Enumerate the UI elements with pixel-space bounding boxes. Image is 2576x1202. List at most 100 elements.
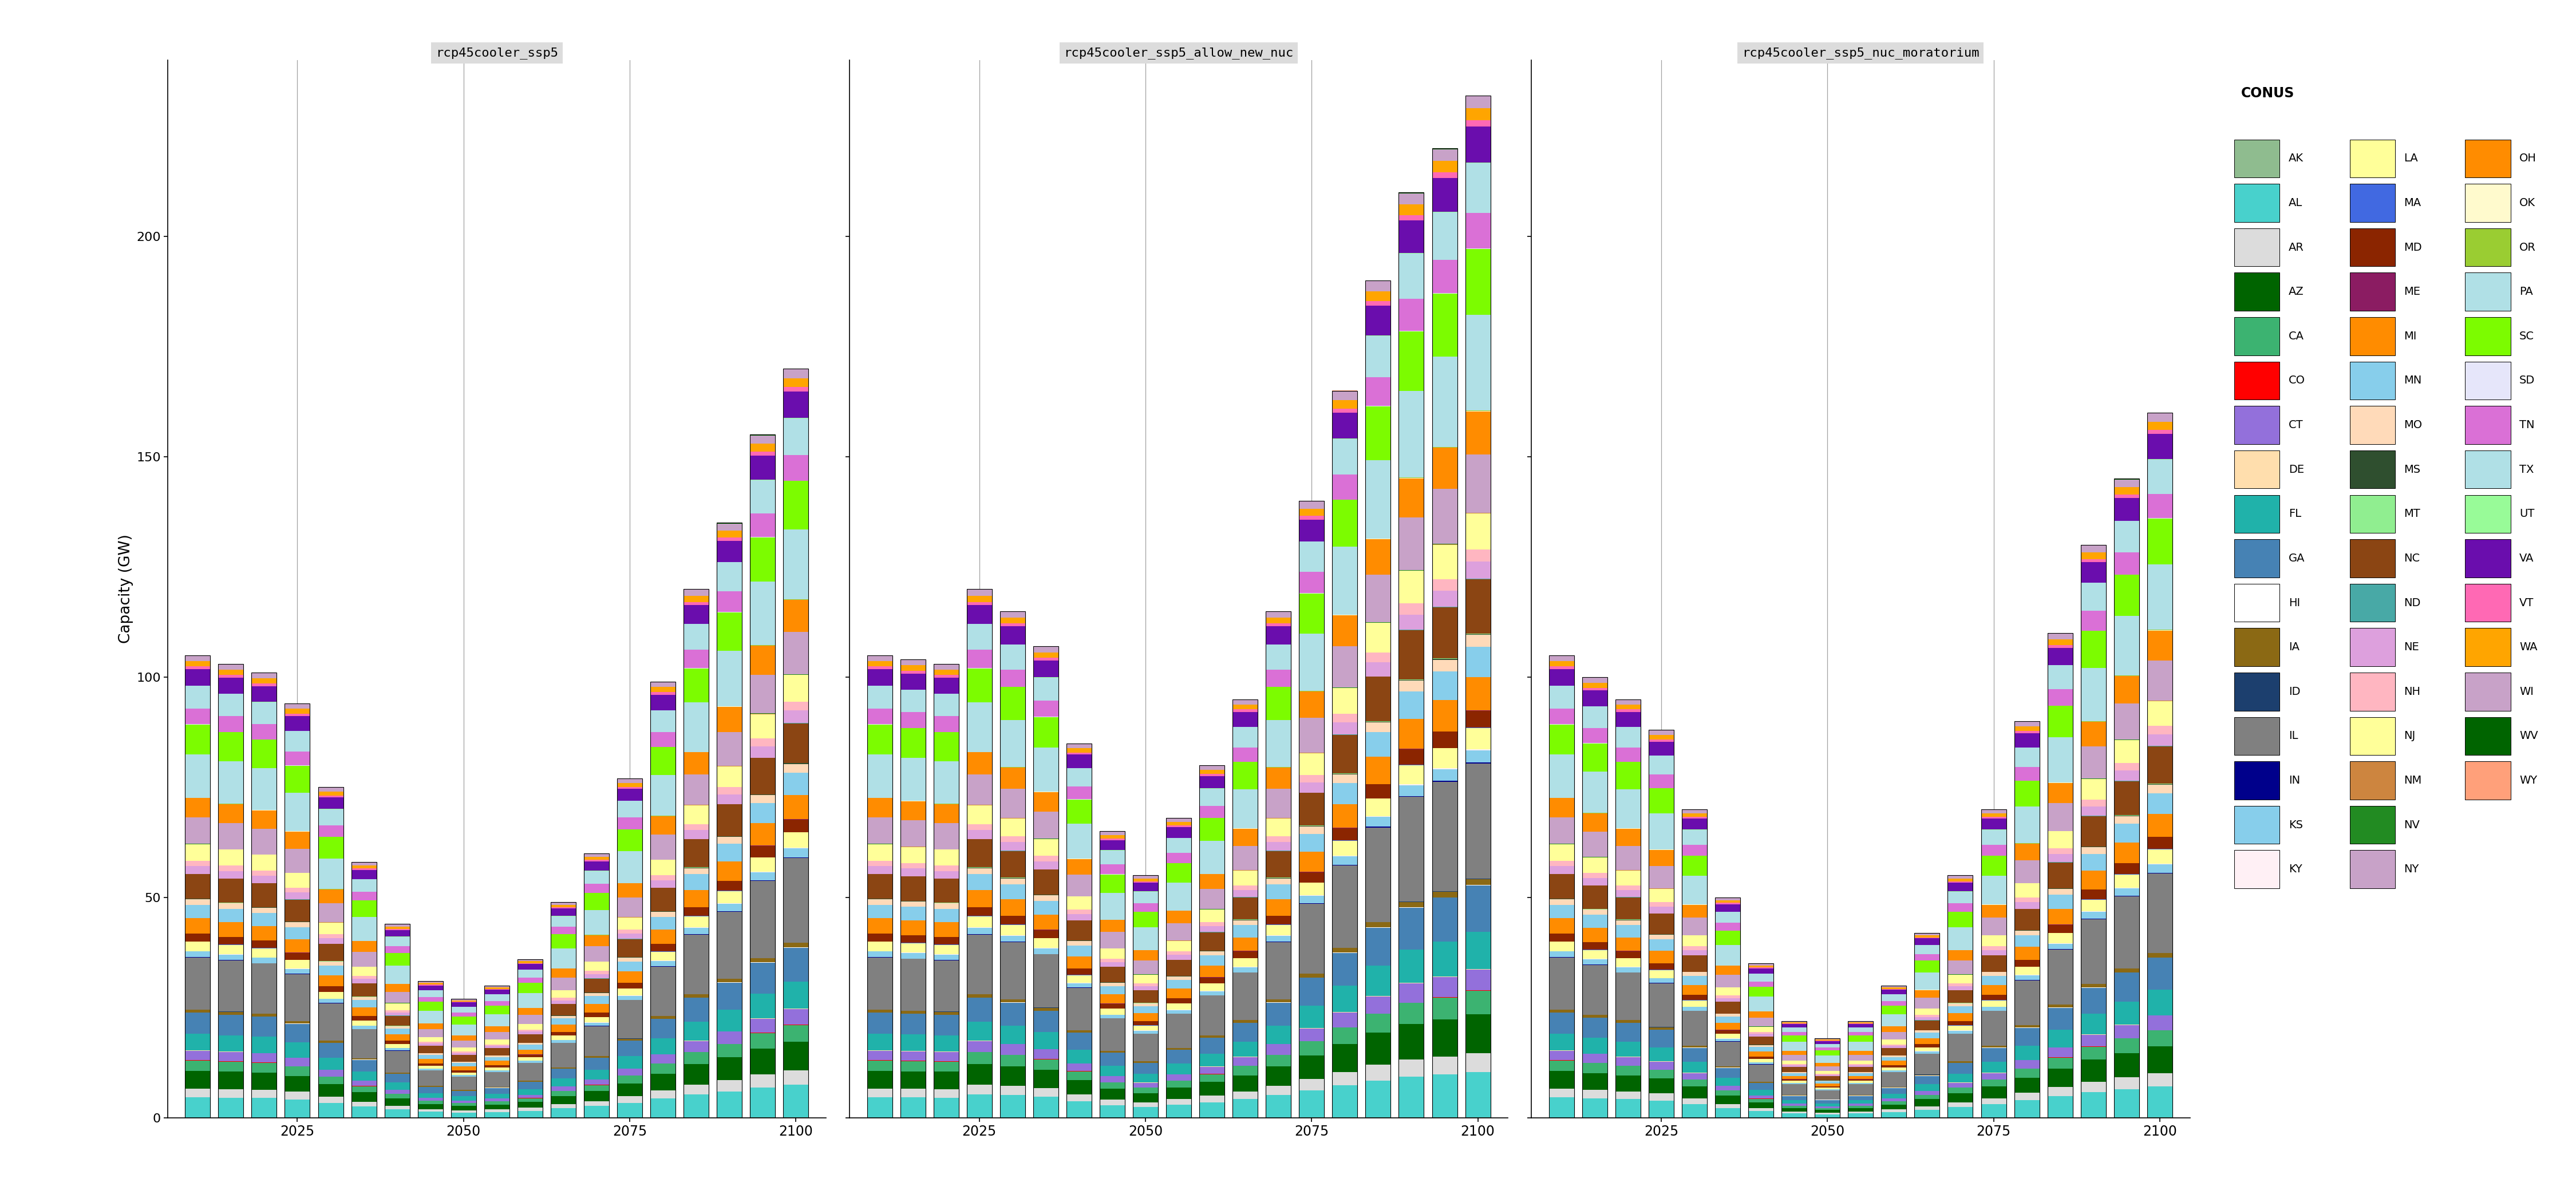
- Bar: [219, 960, 245, 1012]
- Bar: [1814, 1048, 1839, 1051]
- Bar: [1814, 1055, 1839, 1063]
- Text: IL: IL: [2287, 731, 2298, 742]
- Bar: [2014, 1046, 2040, 1060]
- Bar: [1649, 978, 1674, 983]
- Bar: [1582, 965, 1607, 1014]
- Bar: [1265, 618, 1291, 624]
- Bar: [1167, 1064, 1190, 1075]
- Bar: [933, 1097, 958, 1118]
- Bar: [1200, 1037, 1224, 1054]
- Bar: [2081, 583, 2105, 611]
- Bar: [1133, 912, 1159, 928]
- Bar: [1399, 691, 1425, 719]
- Bar: [585, 935, 608, 946]
- Bar: [1231, 1066, 1257, 1076]
- Bar: [1981, 1105, 2007, 1118]
- Bar: [1981, 1000, 2007, 1006]
- Bar: [1133, 892, 1159, 904]
- Bar: [2115, 816, 2138, 823]
- Bar: [750, 873, 775, 880]
- Bar: [1981, 814, 2007, 817]
- Bar: [1582, 690, 1607, 706]
- Bar: [1066, 1049, 1092, 1064]
- Bar: [585, 996, 608, 1004]
- Bar: [1265, 720, 1291, 767]
- Bar: [1783, 1084, 1806, 1095]
- Bar: [1399, 797, 1425, 902]
- Bar: [1914, 990, 1940, 998]
- Bar: [683, 1064, 708, 1084]
- Bar: [2115, 498, 2138, 520]
- Bar: [1749, 1083, 1772, 1090]
- Bar: [518, 964, 544, 970]
- Bar: [999, 843, 1025, 851]
- Bar: [1914, 1008, 1940, 1014]
- Text: AR: AR: [2287, 242, 2303, 252]
- Bar: [1880, 1046, 1906, 1048]
- Bar: [1100, 962, 1126, 966]
- Bar: [2014, 1100, 2040, 1118]
- Bar: [518, 959, 544, 1118]
- Bar: [484, 1055, 510, 1057]
- Bar: [1133, 951, 1159, 960]
- Bar: [1066, 941, 1092, 945]
- Bar: [750, 435, 775, 444]
- Bar: [1981, 1079, 2007, 1087]
- Bar: [1332, 392, 1358, 400]
- Bar: [999, 644, 1025, 670]
- Bar: [1265, 935, 1291, 941]
- Bar: [384, 936, 410, 946]
- Bar: [384, 1051, 410, 1072]
- Bar: [1548, 661, 1574, 666]
- Bar: [966, 596, 992, 602]
- Bar: [317, 796, 343, 797]
- Bar: [185, 941, 211, 951]
- Bar: [417, 1097, 443, 1101]
- Bar: [1880, 1048, 1906, 1055]
- Bar: [1716, 1017, 1741, 1023]
- Bar: [649, 944, 675, 951]
- Bar: [716, 1058, 742, 1081]
- Bar: [350, 1020, 376, 1025]
- Bar: [1432, 448, 1458, 489]
- Bar: [1432, 1019, 1458, 1057]
- Bar: [286, 1091, 309, 1100]
- Bar: [484, 987, 510, 989]
- Bar: [185, 899, 211, 905]
- Bar: [317, 787, 343, 1118]
- Bar: [518, 1111, 544, 1118]
- Bar: [1365, 662, 1391, 677]
- Bar: [1682, 917, 1708, 935]
- Bar: [2115, 677, 2138, 703]
- Bar: [317, 904, 343, 922]
- Bar: [286, 960, 309, 969]
- Bar: [1749, 1108, 1772, 1111]
- Bar: [1548, 798, 1574, 817]
- Bar: [1649, 850, 1674, 867]
- Bar: [1332, 953, 1358, 986]
- Bar: [350, 966, 376, 976]
- Bar: [1880, 989, 1906, 994]
- Bar: [683, 1084, 708, 1094]
- Bar: [1133, 1004, 1159, 1006]
- Bar: [999, 885, 1025, 899]
- Bar: [417, 1055, 443, 1059]
- Bar: [1783, 1060, 1806, 1064]
- Bar: [585, 1070, 608, 1079]
- Bar: [484, 1027, 510, 1033]
- Bar: [1783, 1028, 1806, 1033]
- Bar: [1649, 734, 1674, 739]
- Bar: [618, 1039, 641, 1041]
- Bar: [350, 1029, 376, 1058]
- Bar: [716, 591, 742, 612]
- Bar: [384, 984, 410, 992]
- Bar: [417, 981, 443, 983]
- Bar: [1947, 960, 1973, 975]
- Text: ID: ID: [2287, 686, 2300, 697]
- Bar: [484, 1112, 510, 1118]
- Bar: [868, 861, 891, 867]
- Bar: [1432, 892, 1458, 897]
- Bar: [2048, 889, 2074, 894]
- Bar: [1548, 934, 1574, 941]
- Bar: [966, 1041, 992, 1052]
